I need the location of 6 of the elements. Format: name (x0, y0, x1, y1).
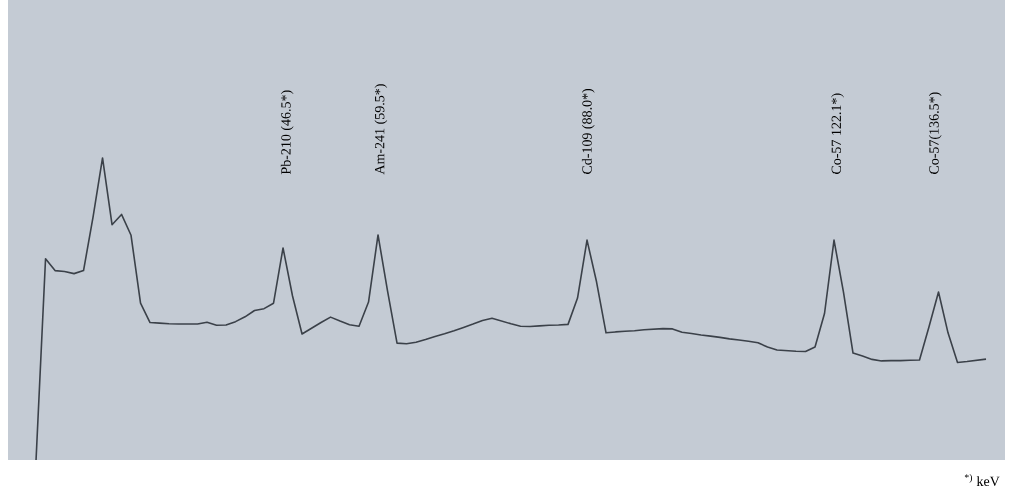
annotation: Co-57 122.1*) (831, 93, 844, 175)
annotation: Co-57(136.5*) (928, 92, 942, 175)
annotation: Am-241 (59.5*) (374, 84, 388, 175)
annotation: Pb-210 (46.5*) (280, 90, 294, 175)
text: $^{*)}$ keV (964, 473, 1000, 487)
annotation: Cd-109 (88.0*) (581, 88, 595, 175)
